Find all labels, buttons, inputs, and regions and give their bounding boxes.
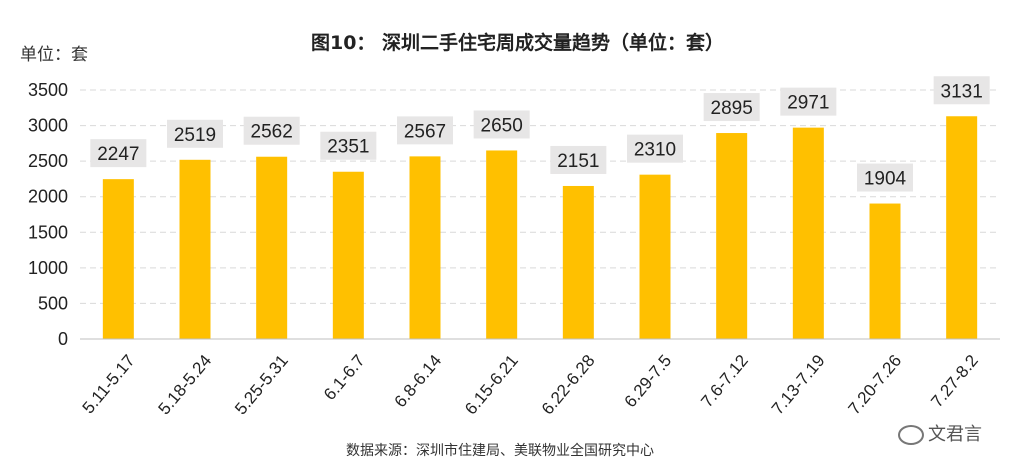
data-labels: 2247 2519 2562 2351 2567 2650 2151 2310 2895 2971…: [90, 76, 990, 192]
bar: [179, 159, 211, 339]
data-label: 2310: [634, 140, 676, 161]
data-label-bg: [320, 131, 377, 160]
data-label: 2351: [327, 137, 369, 158]
data-label-bg: [397, 116, 453, 145]
bar: [102, 179, 134, 339]
chart-title: 图10： 深圳二手住宅周成交量趋势（单位：套）: [310, 32, 725, 54]
x-tick-label: 7.6-7.12: [697, 351, 752, 411]
data-label-bg: [703, 93, 760, 122]
y-axis: 0 500 1000 1500 2000 2500 3000 3500: [28, 80, 68, 349]
bar: [486, 150, 518, 339]
x-axis: 5.11-5.17 5.18-5.24 5.25-5.31 6.1-6.7 6.8-6.…: [79, 338, 1000, 418]
x-tick-label: 6.1-6.7: [320, 351, 369, 404]
data-label: 2895: [711, 98, 753, 119]
data-label: 2562: [251, 122, 293, 143]
x-tick-label: 5.18-5.24: [155, 351, 216, 418]
x-tick-label: 7.20-7.26: [845, 351, 906, 418]
data-label: 2971: [787, 93, 829, 114]
data-label: 2519: [174, 125, 216, 146]
data-label-bg: [550, 145, 607, 174]
y-tick-label: 2500: [28, 151, 68, 171]
data-label: 2151: [557, 151, 599, 172]
y-tick-label: 0: [58, 329, 68, 349]
source-note: 数据来源：深圳市住建局、美联物业全国研究中心: [346, 443, 654, 459]
watermark-text: 文君言: [928, 424, 982, 445]
unit-label: 单位：套: [20, 45, 88, 65]
bar: [639, 174, 671, 339]
x-tick-label: 6.22-6.28: [538, 351, 599, 418]
bar: [409, 156, 441, 339]
bar: [716, 133, 748, 339]
bar: [256, 156, 288, 339]
y-tick-label: 3500: [28, 80, 68, 100]
x-tick-label: 6.29-7.5: [621, 351, 676, 411]
y-tick-label: 1000: [28, 258, 68, 278]
data-label-bg: [243, 116, 300, 145]
x-tick-label: 7.27-8.2: [927, 351, 982, 411]
bar: [562, 185, 594, 339]
x-tick-label: 5.11-5.17: [79, 351, 139, 417]
wechat-icon: [898, 425, 924, 445]
data-label: 2247: [97, 144, 139, 165]
data-label: 3131: [941, 81, 983, 102]
data-label: 1904: [864, 169, 907, 190]
y-tick-label: 500: [38, 293, 68, 313]
y-tick-label: 3000: [28, 116, 68, 136]
data-label-bg: [90, 139, 147, 168]
x-tick-label: 5.25-5.31: [231, 351, 292, 418]
gridlines: [80, 89, 1000, 304]
bars: [102, 116, 978, 340]
data-label-bg: [167, 119, 223, 148]
y-tick-label: 1500: [28, 222, 68, 242]
data-label-bg: [473, 110, 530, 139]
x-tick-label: 7.13-7.19: [768, 351, 829, 418]
data-label-bg: [933, 76, 990, 105]
bar: [869, 203, 901, 339]
data-label-bg: [780, 87, 837, 116]
data-label: 2650: [481, 115, 523, 136]
data-label-bg: [857, 163, 913, 192]
x-tick-label: 6.15-6.21: [461, 351, 522, 418]
data-label-bg: [627, 134, 683, 163]
watermark: 文君言: [898, 420, 982, 446]
bar: [792, 127, 824, 339]
data-label: 2567: [404, 121, 446, 142]
y-tick-label: 2000: [28, 187, 68, 207]
bar: [946, 116, 978, 340]
x-tick-label: 6.8-6.14: [391, 351, 446, 411]
bar: [332, 171, 364, 339]
